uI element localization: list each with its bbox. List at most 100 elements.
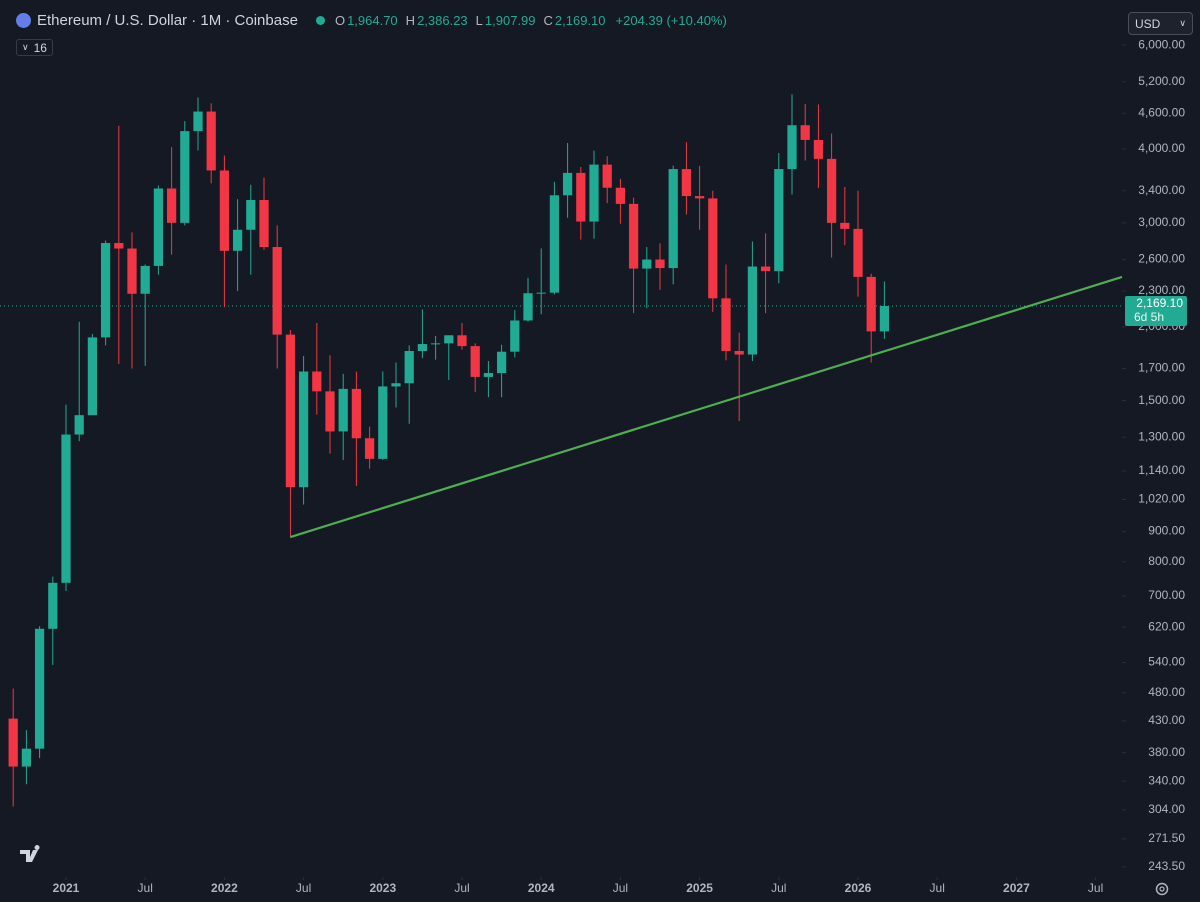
y-tick-label: 271.50 <box>1148 831 1185 845</box>
symbol-icon <box>16 13 31 28</box>
y-tick-label: 900.00 <box>1148 524 1185 538</box>
x-tick-label: 2024 <box>528 881 555 895</box>
candle-body <box>378 386 388 459</box>
candle-body <box>140 265 150 294</box>
indicators-toggle[interactable]: ∨ 16 <box>16 39 53 56</box>
ohlc-key: O <box>334 13 346 28</box>
ohlc-key: C <box>543 13 553 28</box>
candle-body <box>800 125 810 140</box>
candle-body <box>114 243 124 249</box>
y-tick-label: 4,000.00 <box>1138 141 1185 155</box>
candle-body <box>840 222 850 229</box>
candle-body <box>694 196 705 199</box>
candle-body <box>589 164 599 222</box>
y-tick-label: 540.00 <box>1148 655 1185 669</box>
candle-body <box>430 343 441 345</box>
y-tick-label: 2,300.00 <box>1138 283 1185 297</box>
x-tick-label: Jul <box>1088 881 1103 895</box>
candle-body <box>562 172 573 196</box>
indicator-count: 16 <box>33 40 47 55</box>
last-price-label: 2,169.10 <box>1136 296 1183 310</box>
symbol-title[interactable]: Ethereum / U.S. Dollar · 1M · Coinbase <box>37 12 298 29</box>
y-tick-label: 4,600.00 <box>1138 105 1185 119</box>
candle-body <box>325 391 335 432</box>
trend-line <box>290 275 1123 539</box>
chevron: ∨ <box>1179 18 1186 28</box>
ohlc-value: 2,169.10 <box>554 13 606 28</box>
y-tick-label: 620.00 <box>1148 619 1185 633</box>
y-tick-label: 6,000.00 <box>1138 37 1185 51</box>
candle-body <box>576 172 586 222</box>
candle-body <box>8 718 18 767</box>
candle-body <box>602 164 612 188</box>
candle-body <box>404 350 414 384</box>
candle-body <box>219 170 230 251</box>
x-tick-label: Jul <box>771 881 786 895</box>
candle-body <box>879 305 890 332</box>
candle-body <box>549 195 560 293</box>
y-tick-label: 304.00 <box>1148 802 1185 816</box>
candle-body <box>272 247 282 335</box>
candle-body <box>721 298 731 351</box>
candle-body <box>747 266 758 355</box>
candle-body <box>470 346 480 377</box>
candle-body <box>259 199 269 248</box>
ohlc-value: 1,907.99 <box>484 13 536 28</box>
candle-body <box>615 187 626 204</box>
candle-body <box>708 198 718 299</box>
y-tick-label: 430.00 <box>1148 713 1185 727</box>
ohlc-key: H <box>405 13 416 28</box>
ohlc-key: L <box>475 13 483 28</box>
ohlc-value: 1,964.70 <box>347 13 398 28</box>
chevron: ∨ <box>22 42 29 52</box>
candle-body <box>642 259 652 269</box>
candle-body <box>417 344 428 351</box>
settings-icon[interactable] <box>1155 882 1169 896</box>
candle-body <box>510 320 520 352</box>
candle-body <box>853 228 863 277</box>
x-tick-label: Jul <box>138 881 153 895</box>
candle-body <box>457 335 467 347</box>
candle-body <box>180 131 190 223</box>
last-price-box <box>1125 295 1187 326</box>
candle-body <box>826 158 837 223</box>
x-tick-label: 2025 <box>686 881 713 895</box>
y-tick-label: 243.50 <box>1148 859 1185 873</box>
currency: USD <box>1135 16 1161 31</box>
candle-body <box>312 371 322 392</box>
x-tick-label: 2026 <box>845 881 872 895</box>
y-tick-label: 5,200.00 <box>1138 74 1185 88</box>
candle-body <box>87 337 98 416</box>
price-change: +204.39 (+10.40%) <box>615 13 727 28</box>
candle-body <box>232 229 243 251</box>
y-tick-label: 2,600.00 <box>1138 252 1185 266</box>
candle-body <box>74 415 84 435</box>
x-tick-label: Jul <box>296 881 311 895</box>
y-tick-label: 3,000.00 <box>1138 215 1185 229</box>
candle-body <box>760 266 771 272</box>
y-tick-label: 1,700.00 <box>1138 361 1185 375</box>
candle-body <box>681 169 692 197</box>
candle-body <box>100 243 111 338</box>
candle-body <box>61 434 71 583</box>
countdown: 6d 5h <box>1134 310 1164 324</box>
candle-body <box>444 335 454 344</box>
y-tick-label: 380.00 <box>1148 745 1185 759</box>
x-tick-label: 2023 <box>369 881 396 895</box>
y-tick-label: 340.00 <box>1148 773 1185 787</box>
candle-body <box>127 248 137 294</box>
candle-body <box>734 350 744 355</box>
candle-body <box>668 169 678 269</box>
candle-body <box>774 169 784 272</box>
x-tick-label: Jul <box>613 881 628 895</box>
candle-body <box>285 334 296 488</box>
candle-body <box>153 188 164 266</box>
y-tick-label: 3,400.00 <box>1138 183 1185 197</box>
currency-select[interactable]: USD ∨ <box>1128 12 1193 35</box>
market-status <box>315 16 325 25</box>
x-tick-label: 2022 <box>211 881 238 895</box>
candle-body <box>48 582 58 629</box>
y-tick-label: 1,020.00 <box>1138 492 1185 506</box>
